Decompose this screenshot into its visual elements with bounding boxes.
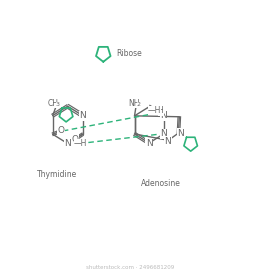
Text: N: N xyxy=(160,129,167,139)
Text: 3: 3 xyxy=(56,102,60,107)
Text: 2: 2 xyxy=(137,102,141,107)
Text: CH: CH xyxy=(48,99,59,108)
Text: N: N xyxy=(165,137,171,146)
Text: N: N xyxy=(177,129,184,137)
Text: NH: NH xyxy=(128,99,140,108)
Text: N: N xyxy=(146,139,152,148)
Text: —H: —H xyxy=(74,139,87,148)
Text: N: N xyxy=(64,139,71,148)
Text: Adenosine: Adenosine xyxy=(141,179,180,188)
Text: N: N xyxy=(79,111,86,120)
Text: H: H xyxy=(158,106,164,115)
Text: N: N xyxy=(160,111,167,120)
Text: Ribose: Ribose xyxy=(116,49,142,58)
Text: shutterstock.com · 2496681209: shutterstock.com · 2496681209 xyxy=(86,265,174,270)
Text: Thymidine: Thymidine xyxy=(37,170,77,179)
Text: O: O xyxy=(71,135,78,144)
Text: —H: —H xyxy=(148,106,161,115)
Text: O: O xyxy=(57,127,64,136)
